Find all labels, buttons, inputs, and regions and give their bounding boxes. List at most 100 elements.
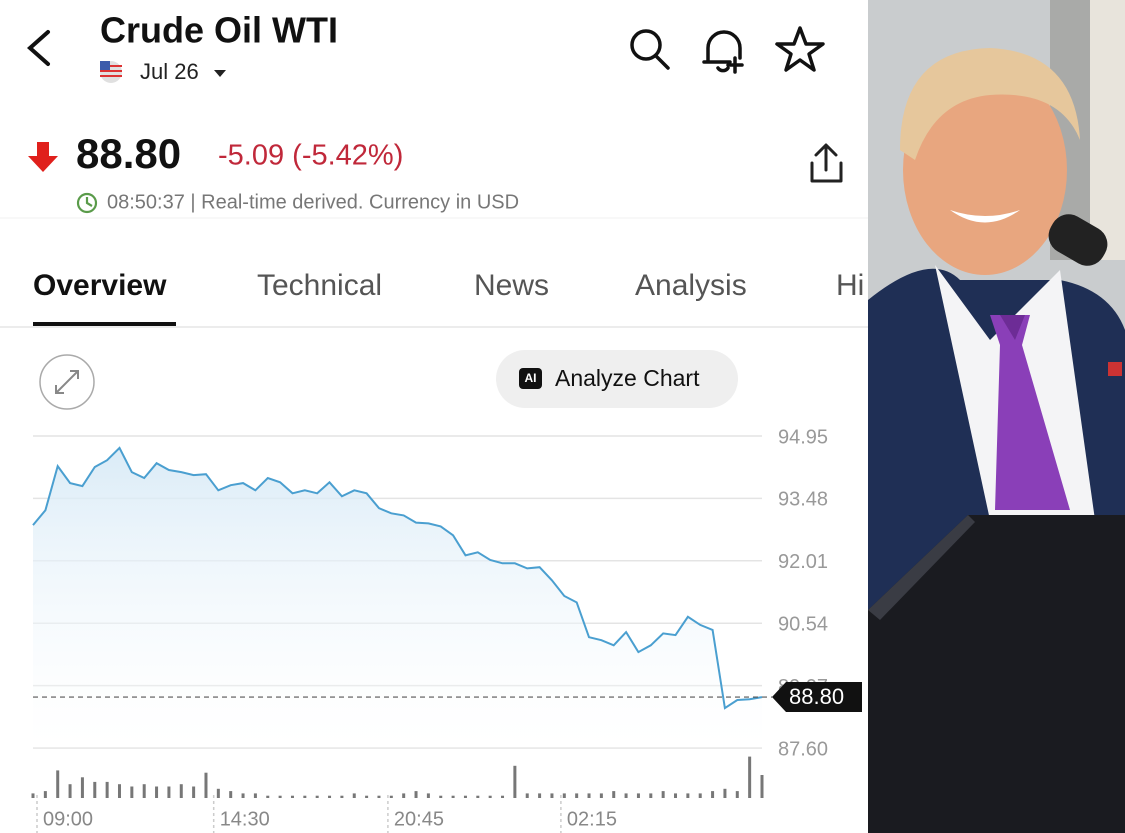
volume-bar: [31, 793, 35, 798]
volume-bar: [562, 793, 566, 798]
volume-bar: [266, 795, 270, 798]
volume-bar: [402, 793, 406, 798]
x-tick-label: 14:30: [220, 808, 270, 830]
volume-bar: [204, 772, 208, 798]
volume-bar: [538, 793, 542, 798]
x-tick-label: 09:00: [43, 808, 93, 830]
volume-bar: [723, 788, 727, 798]
price-change: -5.09 (-5.42%): [218, 140, 403, 172]
y-tick-label: 90.54: [778, 613, 828, 635]
volume-bar: [130, 786, 134, 798]
volume-bar: [439, 795, 443, 798]
alert-button[interactable]: [702, 30, 744, 74]
tab-underline: [33, 322, 176, 326]
clock-icon: [76, 192, 98, 214]
timestamp: 08:50:37 | Real-time derived. Currency i…: [107, 191, 519, 213]
volume-bar: [686, 793, 690, 798]
last-price-label: 88.80: [789, 684, 844, 709]
volume-bar: [636, 793, 640, 798]
share-button[interactable]: [810, 143, 843, 183]
volume-bar: [278, 795, 282, 798]
down-arrow: [28, 142, 58, 172]
volume-bar: [711, 791, 715, 798]
volume-bar: [735, 791, 739, 798]
volume-bar: [328, 795, 332, 798]
tab[interactable]: Overview: [33, 269, 167, 302]
volume-bar: [624, 793, 628, 798]
search-button[interactable]: [630, 29, 670, 70]
volume-bar: [451, 795, 455, 798]
x-tick-label: 02:15: [567, 808, 617, 830]
volume-bar: [192, 786, 196, 798]
tab[interactable]: Technical: [257, 269, 382, 302]
tab[interactable]: Hi: [836, 269, 864, 302]
volume-bar: [587, 793, 591, 798]
volume-bar: [290, 795, 294, 798]
volume-bar: [167, 786, 171, 798]
area-fill: [33, 447, 762, 748]
volume-bar: [155, 786, 159, 798]
volume-bar: [760, 775, 764, 798]
volume-bar: [340, 795, 344, 798]
volume-bar: [377, 795, 381, 798]
volume-bar: [352, 793, 356, 798]
volume-bar: [68, 784, 72, 798]
volume-bar: [229, 791, 233, 798]
volume-bar: [525, 793, 529, 798]
chart: 94.9593.4892.0190.5489.0787.6009:0014:30…: [31, 426, 862, 833]
tab[interactable]: News: [474, 269, 549, 302]
date-caret[interactable]: [214, 70, 226, 77]
price-line: [32, 446, 763, 710]
volume-bar: [698, 793, 702, 798]
volume-bar: [476, 795, 480, 798]
volume-bar: [80, 777, 84, 798]
flag-icon: [100, 61, 122, 83]
volume-bar: [661, 791, 665, 798]
volume-bar: [253, 793, 257, 798]
last-price-tag: [772, 682, 862, 713]
volume-bar: [389, 795, 393, 798]
volume-bar: [414, 791, 418, 798]
x-tick-label: 20:45: [394, 808, 444, 830]
price: 88.80: [76, 130, 181, 177]
volume-bar: [599, 793, 603, 798]
y-tick-label: 93.48: [778, 489, 828, 511]
volume-bar: [674, 793, 678, 798]
y-tick-label: 87.60: [778, 738, 828, 760]
volume-bar: [105, 781, 109, 798]
volume-bar: [303, 795, 307, 798]
volume-bar: [117, 784, 121, 798]
y-tick-label: 94.95: [778, 426, 828, 448]
volume-bar: [43, 791, 47, 798]
volume-bar: [649, 793, 653, 798]
volume-bar: [241, 793, 245, 798]
volume-bar: [56, 770, 60, 798]
volume-bar: [315, 795, 319, 798]
ai-badge-text: AI: [525, 371, 537, 385]
volume-bar: [142, 784, 146, 798]
volume-bar: [501, 795, 505, 798]
volume-bar: [748, 756, 752, 798]
tab[interactable]: Analysis: [635, 269, 747, 302]
photo: [868, 0, 1125, 833]
volume-bar: [575, 793, 579, 798]
ai-badge: [519, 368, 542, 389]
y-tick-label: 92.01: [778, 551, 828, 573]
volume-bar: [93, 781, 97, 798]
expand-button[interactable]: [39, 354, 95, 410]
favorite-button[interactable]: [775, 26, 825, 72]
volume-bar: [216, 788, 220, 798]
analyze-button-label[interactable]: Analyze Chart: [555, 365, 700, 391]
analyze-button[interactable]: [496, 350, 738, 408]
back-button[interactable]: [26, 30, 50, 66]
volume-bar: [463, 795, 467, 798]
volume-bar: [488, 795, 492, 798]
volume-bar: [179, 784, 183, 798]
date-selector[interactable]: Jul 26: [140, 59, 199, 84]
volume-bar: [513, 765, 517, 798]
volume-bar: [426, 793, 430, 798]
volume-bar: [550, 793, 554, 798]
volume-bar: [365, 795, 369, 798]
